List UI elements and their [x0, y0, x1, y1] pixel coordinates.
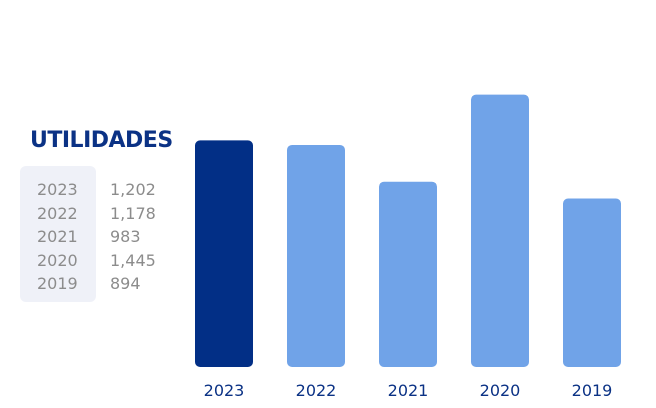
bar-2022: [287, 144, 345, 367]
x-tick-label-2021: 2021: [388, 381, 429, 400]
legend-year: 2022: [37, 203, 78, 223]
legend-value: 1,202: [110, 180, 156, 200]
x-tick-label-2022: 2022: [296, 381, 337, 400]
legend-row-2021: 2021 983: [37, 225, 156, 249]
bar-2023: [195, 140, 253, 367]
legend-row-2023: 2023 1,202: [37, 178, 156, 202]
legend-value: 1,445: [110, 250, 156, 270]
legend-row-2019: 2019 894: [37, 272, 156, 296]
legend-year: 2019: [37, 274, 78, 294]
legend-value: 983: [110, 227, 141, 247]
legend-row-2022: 2022 1,178: [37, 202, 156, 226]
legend-value: 1,178: [110, 203, 156, 223]
value-legend: 2023 1,202 2022 1,178 2021 983 2020 1,445 2019 89…: [37, 178, 156, 296]
chart-title: UTILIDADES: [30, 128, 173, 153]
bar-2021: [379, 181, 437, 367]
bar-2019: [563, 198, 621, 367]
legend-value: 894: [110, 274, 141, 294]
legend-row-2020: 2020 1,445: [37, 249, 156, 273]
x-tick-label-2020: 2020: [480, 381, 521, 400]
legend-year: 2023: [37, 180, 78, 200]
legend-year: 2021: [37, 227, 78, 247]
legend-panel: [20, 166, 96, 302]
bar-2020: [471, 94, 529, 368]
x-tick-label-2023: 2023: [204, 381, 245, 400]
x-tick-label-2019: 2019: [572, 381, 613, 400]
legend-year: 2020: [37, 250, 78, 270]
